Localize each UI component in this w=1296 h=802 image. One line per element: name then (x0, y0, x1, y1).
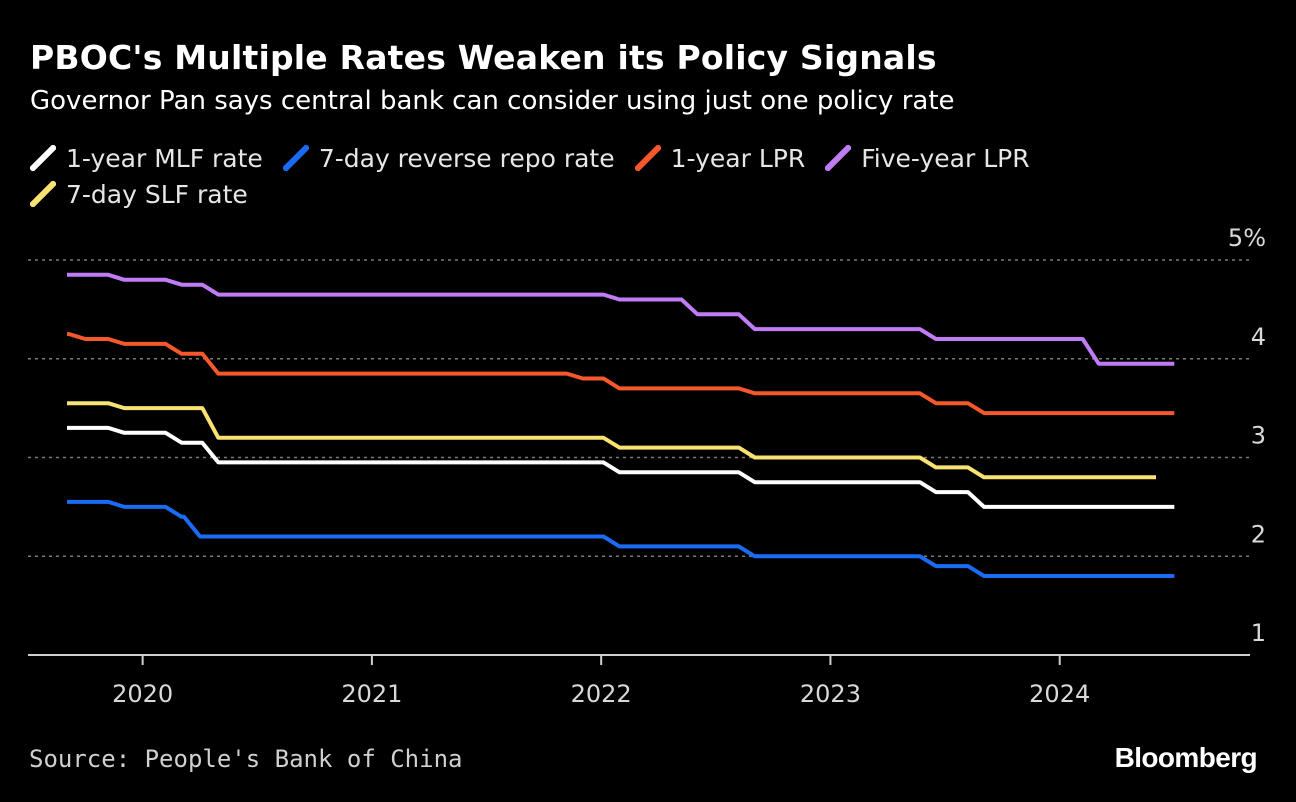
source-note: Source: People's Bank of China (29, 745, 463, 773)
chart-title: PBOC's Multiple Rates Weaken its Policy … (30, 38, 937, 77)
legend-item-mlf: 1-year MLF rate (30, 144, 263, 173)
legend-swatch-slf (30, 181, 56, 207)
series-line-1-year-mlf-rate (67, 425, 1175, 509)
legend-label-mlf: 1-year MLF rate (66, 143, 263, 173)
bloomberg-logo: Bloomberg (1114, 742, 1258, 773)
legend-row-1: 1-year MLF rate 7-day reverse repo rate … (30, 140, 1230, 176)
y-tick-label-3: 3 (1251, 422, 1266, 450)
legend-item-1y-lpr: 1-year LPR (634, 143, 806, 173)
y-tick-label-2: 2 (1251, 520, 1266, 548)
x-tick-label-2022: 2022 (571, 680, 632, 708)
legend-item-slf: 7-day SLF rate (30, 180, 248, 209)
legend-swatch-1y-lpr (634, 145, 661, 171)
legend-swatch-5y-lpr (825, 145, 852, 171)
x-tick-label-2023: 2023 (800, 680, 861, 708)
legend-label-reverse-repo: 7-day reverse repo rate (318, 143, 615, 173)
x-tick-label-2021: 2021 (341, 680, 402, 708)
series-line-7-day-reverse-repo-rate (67, 499, 1175, 578)
legend-label-5y-lpr: Five-year LPR (861, 143, 1030, 173)
legend-swatch-mlf (30, 145, 56, 171)
legend-swatch-reverse-repo (282, 145, 309, 171)
chart-subtitle: Governor Pan says central bank can consi… (30, 86, 955, 116)
x-tick-label-2020: 2020 (112, 680, 173, 708)
y-tick-label-1: 1 (1251, 619, 1266, 647)
legend-row-2: 7-day SLF rate (30, 176, 1230, 212)
legend-item-reverse-repo: 7-day reverse repo rate (282, 143, 615, 173)
y-tick-label-4: 4 (1251, 323, 1266, 351)
legend: 1-year MLF rate 7-day reverse repo rate … (30, 140, 1230, 212)
x-tick-label-2024: 2024 (1029, 680, 1090, 708)
series-line-7-day-slf-rate (67, 401, 1156, 480)
y-tick-label-5: 5% (1228, 224, 1266, 252)
series-line-1-year-lpr (67, 332, 1175, 416)
legend-item-5y-lpr: Five-year LPR (825, 143, 1030, 173)
legend-label-slf: 7-day SLF rate (66, 179, 248, 209)
legend-label-1y-lpr: 1-year LPR (670, 143, 806, 173)
series-line-five-year-lpr (67, 272, 1175, 366)
